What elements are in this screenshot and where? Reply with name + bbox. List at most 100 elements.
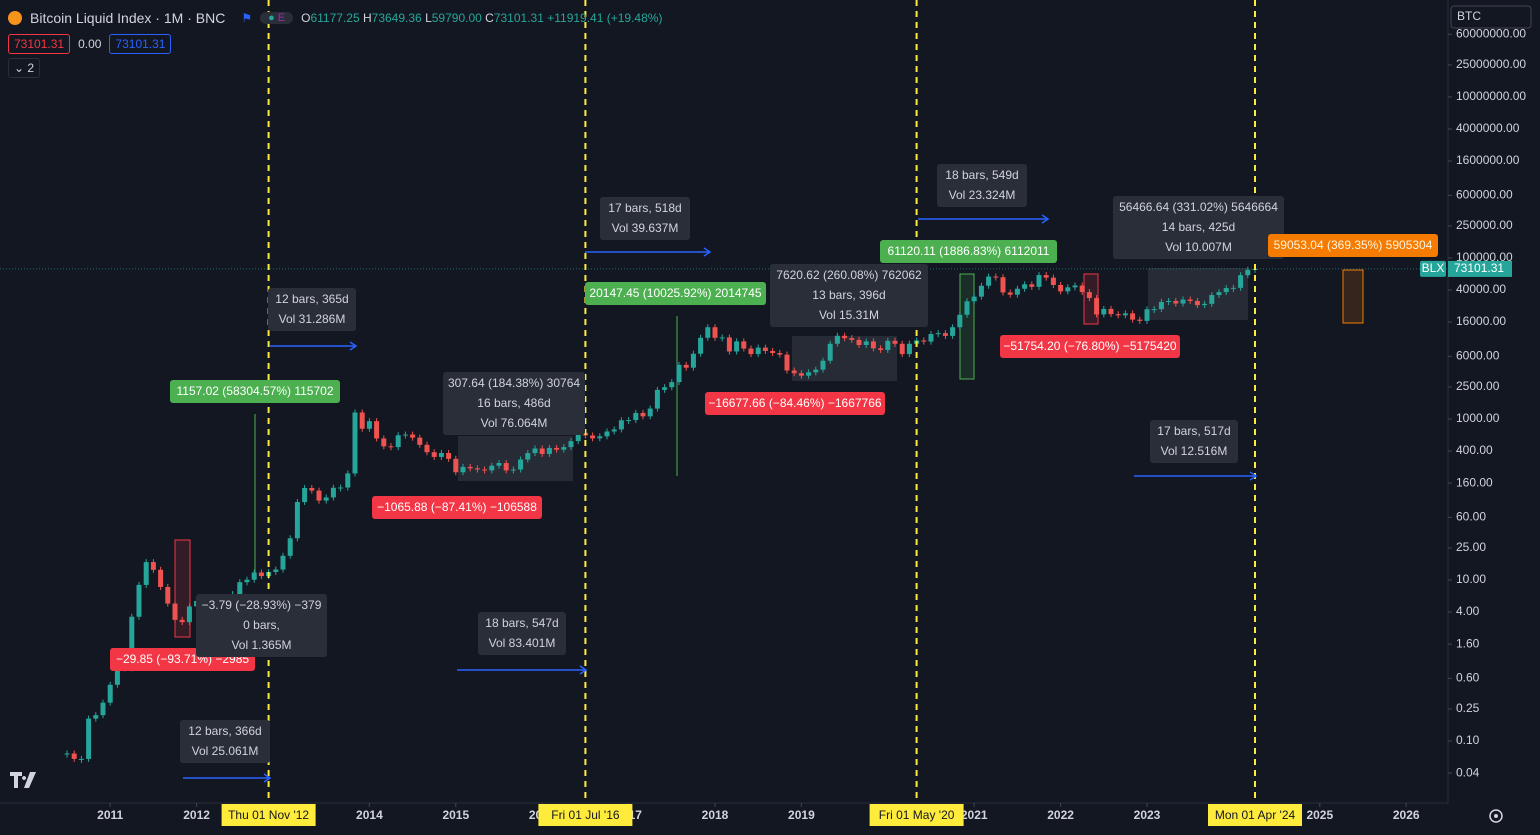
candle bbox=[1187, 299, 1193, 301]
ask[interactable]: 73101.31 bbox=[109, 34, 172, 54]
annotation-text: −3.79 (−28.93%) −379 bbox=[202, 598, 322, 612]
candle bbox=[258, 572, 264, 577]
candle bbox=[878, 348, 884, 350]
candle bbox=[921, 340, 927, 342]
flag[interactable]: ⚑ bbox=[241, 11, 253, 25]
candle bbox=[86, 718, 92, 759]
candle bbox=[1137, 319, 1143, 321]
candle bbox=[683, 364, 689, 368]
y-tick-label: 4.00 bbox=[1456, 604, 1480, 618]
candle bbox=[1101, 308, 1107, 315]
spread: 0.00 bbox=[78, 37, 102, 51]
currency-select[interactable] bbox=[1450, 5, 1532, 29]
candle bbox=[719, 337, 725, 339]
logo-shape bbox=[10, 772, 36, 788]
candle bbox=[654, 389, 660, 409]
candle bbox=[316, 490, 322, 501]
logo bbox=[10, 772, 36, 788]
candle bbox=[453, 458, 459, 473]
change: +11919.41 (+19.48%) bbox=[547, 11, 663, 25]
candle bbox=[986, 276, 992, 286]
candle bbox=[431, 452, 437, 457]
marker-label-bg bbox=[869, 804, 964, 826]
x-tick-label: 2021 bbox=[961, 808, 988, 822]
y-tick-label: 160.00 bbox=[1456, 475, 1493, 489]
annotation-box bbox=[443, 372, 585, 435]
settings-icon[interactable] bbox=[1489, 809, 1503, 823]
candle bbox=[1180, 299, 1186, 304]
candle bbox=[748, 348, 754, 355]
candle bbox=[734, 341, 740, 352]
candle bbox=[705, 327, 711, 338]
candle bbox=[1058, 284, 1064, 292]
ohlc-value: 73649.36 bbox=[371, 11, 422, 25]
candle bbox=[424, 444, 430, 453]
marker-label: Fri 01 May '20 bbox=[879, 808, 955, 822]
y-tick-label: 0.10 bbox=[1456, 733, 1480, 747]
annotation-box bbox=[937, 164, 1027, 207]
candle bbox=[568, 441, 574, 448]
annotation-text: 1157.02 (58304.57%) 115702 bbox=[176, 384, 333, 398]
candle bbox=[906, 343, 912, 355]
candle bbox=[294, 502, 300, 539]
currency[interactable]: BTC bbox=[1457, 9, 1481, 23]
candle bbox=[1194, 300, 1200, 306]
candle bbox=[575, 432, 581, 442]
indicator-count: 2 bbox=[27, 61, 35, 75]
y-tick-label: 600000.00 bbox=[1456, 187, 1513, 201]
y-tick-label: 100000.00 bbox=[1456, 250, 1513, 264]
arrow-head bbox=[263, 773, 272, 783]
candle bbox=[1000, 277, 1006, 293]
annotation-box bbox=[880, 240, 1057, 263]
annotation-box bbox=[770, 264, 928, 327]
candle bbox=[726, 337, 732, 352]
candle bbox=[410, 434, 416, 438]
y-tick-label: 25.00 bbox=[1456, 540, 1486, 554]
legend: Bitcoin Liquid Index · 1M · BNC ⚑ ● E O6… bbox=[8, 8, 662, 78]
y-tick-label: 25000000.00 bbox=[1456, 57, 1526, 71]
x-tick-label: 2012 bbox=[183, 808, 210, 822]
annotation-box bbox=[196, 594, 327, 657]
candle bbox=[662, 387, 668, 390]
candle bbox=[741, 341, 747, 349]
candle bbox=[784, 354, 790, 371]
candle bbox=[942, 333, 948, 336]
candle bbox=[129, 616, 135, 669]
candle bbox=[640, 412, 646, 417]
bid[interactable]: 73101.31 bbox=[8, 34, 71, 54]
ohlc-value: 59790.00 bbox=[431, 11, 482, 25]
annotation-text: 17 bars, 518d bbox=[608, 201, 681, 215]
arrow-head bbox=[579, 665, 588, 675]
gear[interactable] bbox=[1489, 809, 1503, 823]
y-tick-label: 0.25 bbox=[1456, 701, 1480, 715]
arrow-head bbox=[1041, 214, 1050, 224]
status-pill[interactable]: ● E bbox=[260, 12, 294, 24]
candle bbox=[1014, 288, 1020, 295]
candle bbox=[107, 684, 113, 703]
candle bbox=[791, 370, 797, 374]
candle bbox=[820, 360, 826, 370]
candle bbox=[863, 341, 869, 346]
candle bbox=[460, 466, 466, 473]
candle bbox=[525, 453, 531, 460]
candle bbox=[856, 339, 862, 346]
candle bbox=[1094, 298, 1100, 315]
candle bbox=[1115, 314, 1121, 316]
candle bbox=[482, 469, 488, 471]
candle bbox=[467, 466, 473, 469]
candle bbox=[280, 555, 286, 570]
candle bbox=[993, 276, 999, 278]
candle bbox=[971, 296, 977, 302]
price-row: 73101.31 0.00 73101.31 bbox=[8, 34, 662, 54]
candle bbox=[474, 468, 480, 470]
annotation-box bbox=[1113, 196, 1284, 259]
candle bbox=[438, 453, 444, 457]
candle bbox=[1029, 284, 1035, 287]
indicator-toggle[interactable]: ⌄ 2 bbox=[8, 58, 41, 78]
gear-center[interactable] bbox=[1494, 814, 1498, 818]
y-tick-label: 60.00 bbox=[1456, 510, 1486, 524]
candle bbox=[770, 350, 776, 354]
candle bbox=[554, 447, 560, 450]
candle bbox=[618, 420, 624, 430]
range-shade bbox=[1342, 269, 1364, 324]
